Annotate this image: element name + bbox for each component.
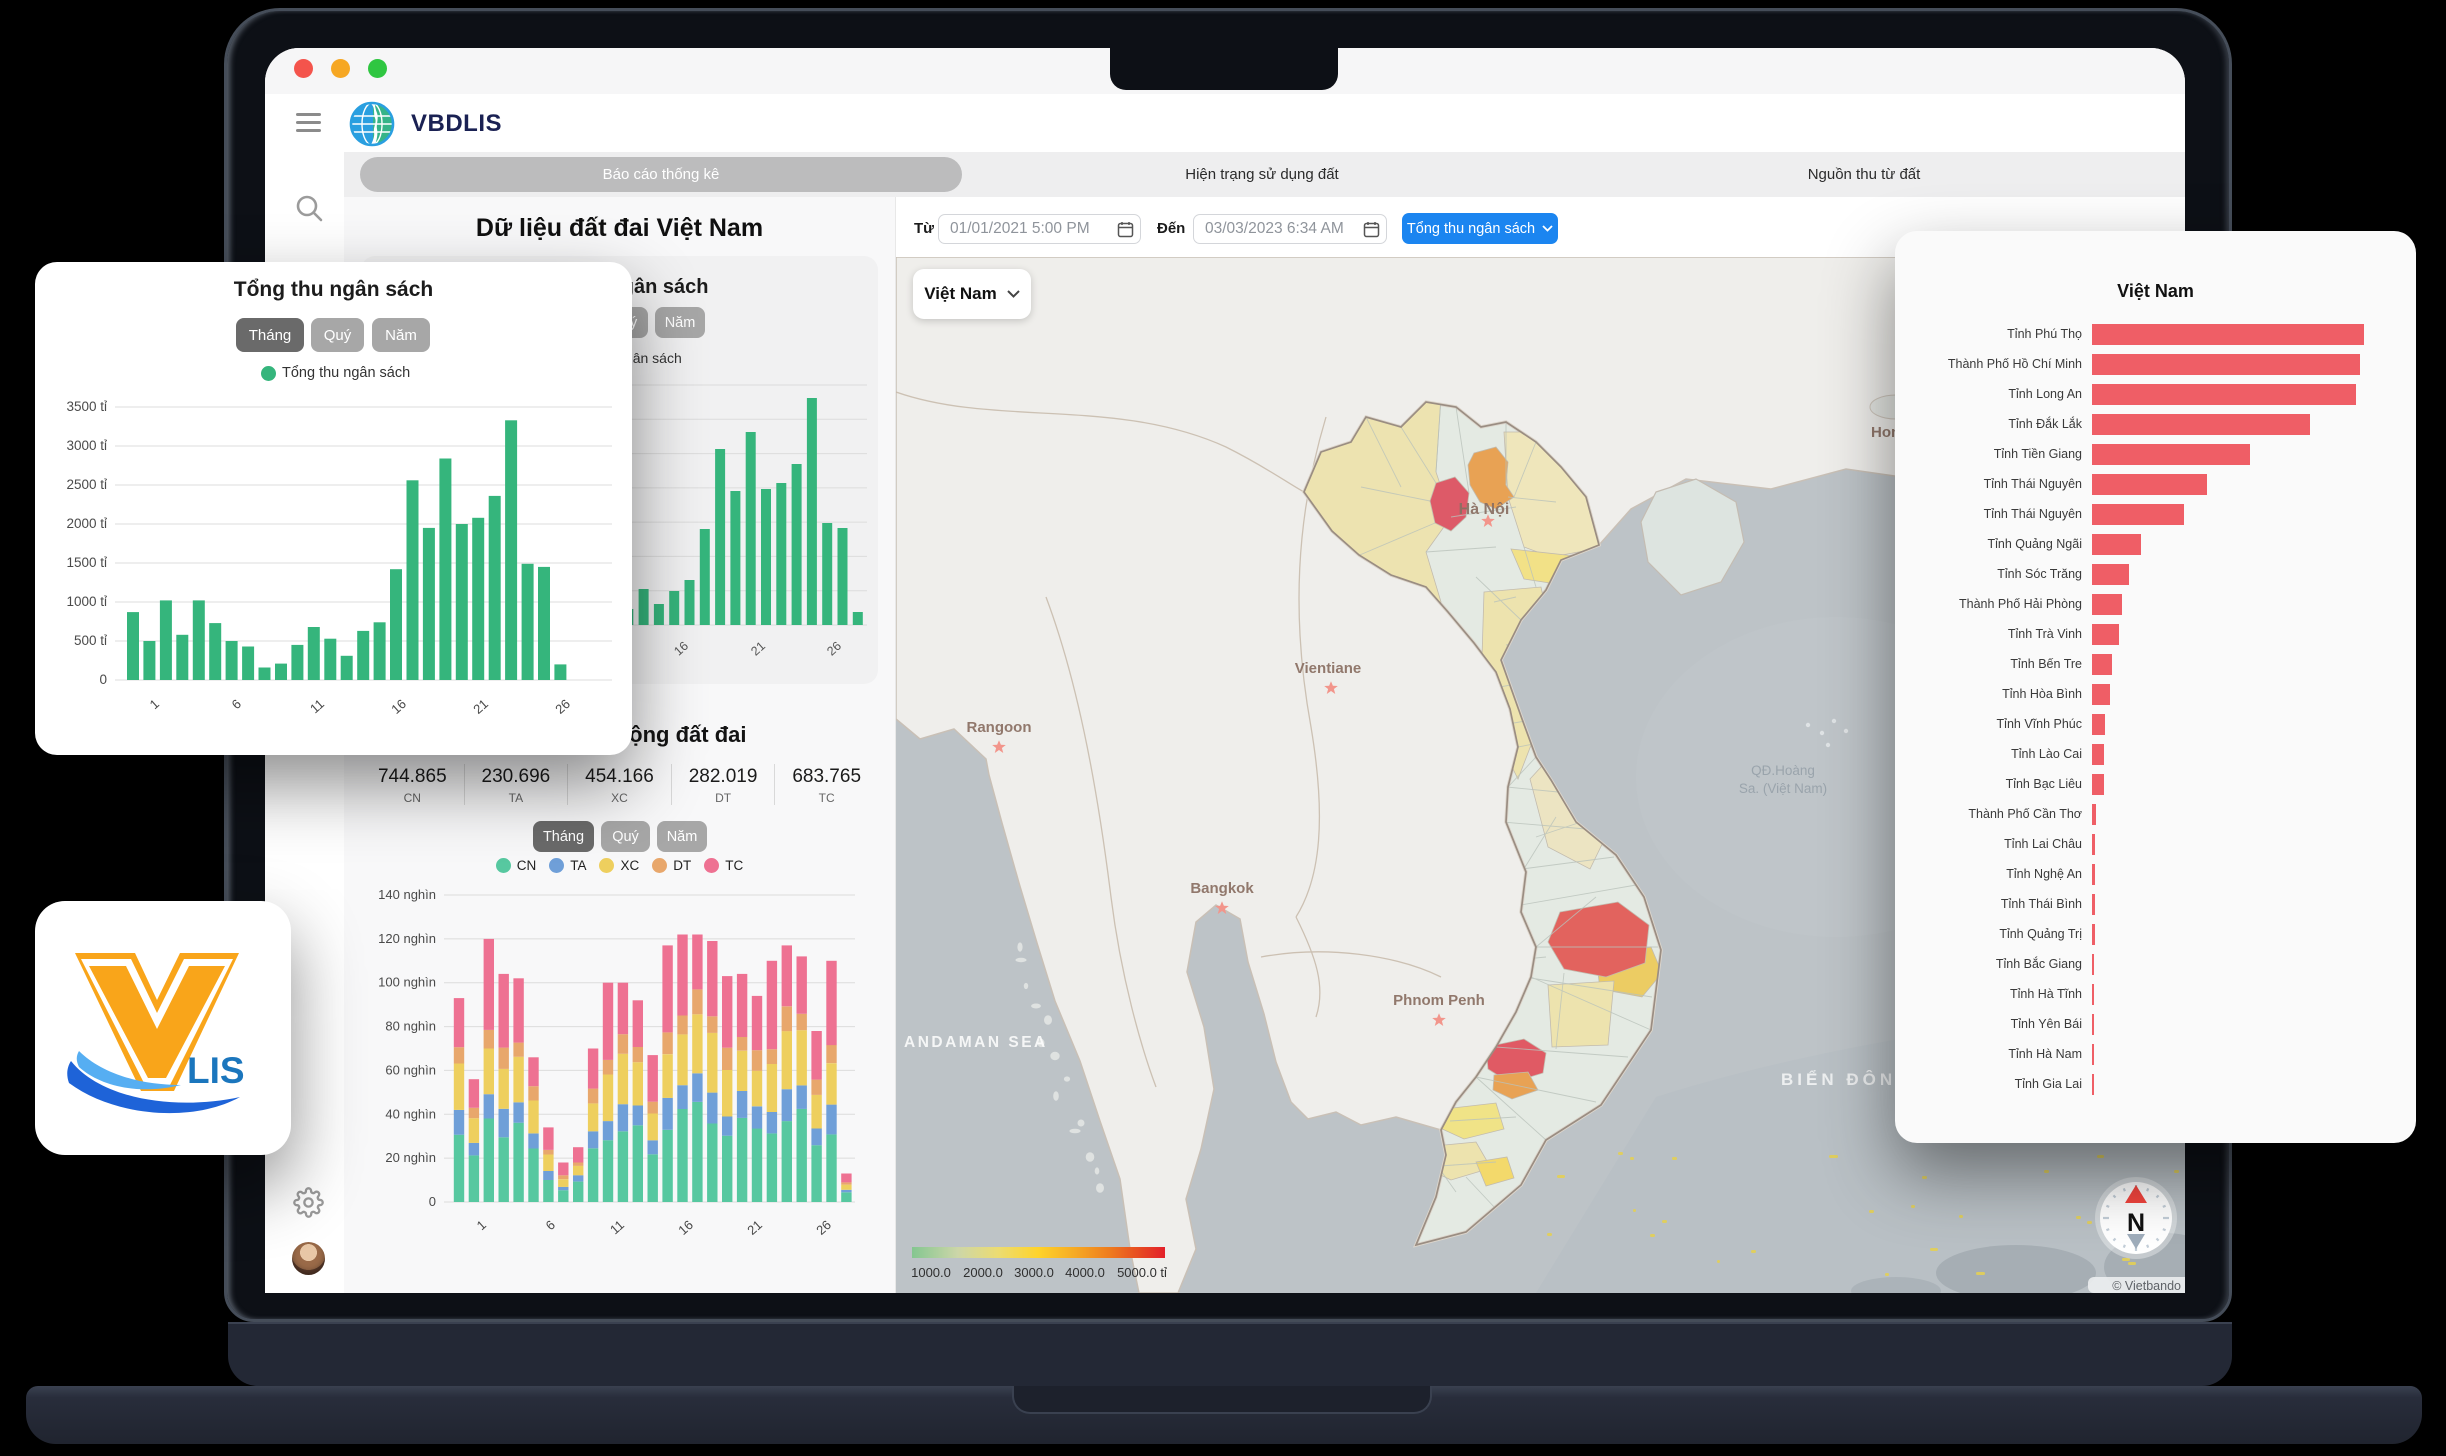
svg-text:1000.0: 1000.0 [911,1265,951,1280]
svg-text:100 nghìn: 100 nghìn [378,975,436,990]
svg-text:40 nghìn: 40 nghìn [385,1106,436,1121]
svg-text:QĐ.Hoàng: QĐ.Hoàng [1751,763,1815,778]
svg-text:Hà Nội: Hà Nội [1459,501,1510,518]
svg-text:2500 tỉ: 2500 tỉ [66,477,107,492]
svg-text:26: 26 [824,639,844,659]
svg-text:© Vietbando: © Vietbando [2112,1279,2181,1293]
svg-text:Vientiane: Vientiane [1295,660,1361,677]
svg-text:4000.0: 4000.0 [1065,1265,1105,1280]
svg-text:26: 26 [552,696,573,717]
svg-text:11: 11 [607,1217,627,1237]
svg-text:21: 21 [748,639,768,659]
svg-text:80 nghìn: 80 nghìn [385,1019,436,1034]
svg-text:3500 tỉ: 3500 tỉ [66,399,107,414]
svg-text:16: 16 [675,1217,696,1238]
svg-text:1: 1 [147,696,162,712]
svg-text:BIỂN ĐÔNG: BIỂN ĐÔNG [1781,1070,1913,1089]
svg-text:500 tỉ: 500 tỉ [74,633,107,648]
svg-text:1: 1 [474,1217,489,1233]
svg-text:Phnom Penh: Phnom Penh [1393,992,1485,1009]
svg-text:3000 tỉ: 3000 tỉ [66,438,107,453]
svg-text:21: 21 [744,1217,765,1238]
svg-text:0: 0 [429,1194,436,1209]
svg-text:2000 tỉ: 2000 tỉ [66,516,107,531]
svg-text:21: 21 [470,696,491,717]
svg-text:LIS: LIS [187,1050,245,1091]
svg-text:11: 11 [307,696,327,716]
svg-text:5000.0 tỉ: 5000.0 tỉ [1117,1265,1167,1280]
svg-text:26: 26 [813,1217,834,1238]
svg-text:1000 tỉ: 1000 tỉ [66,594,107,609]
svg-text:2000.0: 2000.0 [963,1265,1003,1280]
svg-text:140 nghìn: 140 nghìn [378,887,436,902]
svg-text:0: 0 [99,672,107,687]
svg-text:Sa. (Việt Nam): Sa. (Việt Nam) [1739,781,1827,796]
svg-text:1500 tỉ: 1500 tỉ [66,555,107,570]
svg-text:120 nghìn: 120 nghìn [378,931,436,946]
svg-text:6: 6 [543,1217,558,1233]
svg-text:16: 16 [671,639,691,659]
svg-text:Bangkok: Bangkok [1190,880,1254,897]
svg-text:16: 16 [388,696,409,717]
svg-text:N: N [2127,1209,2145,1237]
svg-text:3000.0: 3000.0 [1014,1265,1054,1280]
svg-text:Rangoon: Rangoon [967,719,1032,736]
svg-text:6: 6 [229,696,244,712]
svg-text:60 nghìn: 60 nghìn [385,1062,436,1077]
svg-text:20 nghìn: 20 nghìn [385,1150,436,1165]
svg-text:ANDAMAN SEA: ANDAMAN SEA [904,1034,1048,1051]
